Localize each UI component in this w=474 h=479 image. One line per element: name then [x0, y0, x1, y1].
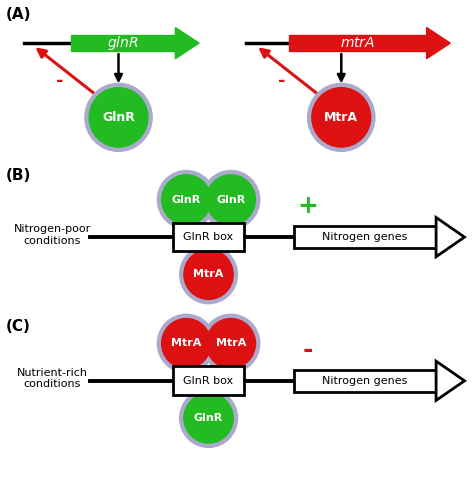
Circle shape — [184, 393, 233, 443]
Polygon shape — [427, 28, 450, 58]
Circle shape — [89, 88, 148, 147]
Bar — [173, 366, 244, 395]
Bar — [173, 223, 244, 251]
Circle shape — [206, 319, 255, 368]
Polygon shape — [436, 361, 465, 400]
Polygon shape — [175, 28, 199, 58]
Bar — [294, 370, 436, 392]
Bar — [294, 226, 436, 248]
Polygon shape — [436, 217, 465, 257]
Text: Nutrient-rich
conditions: Nutrient-rich conditions — [17, 367, 88, 389]
Circle shape — [157, 171, 215, 229]
Text: -: - — [303, 338, 313, 362]
Circle shape — [202, 314, 260, 373]
Circle shape — [180, 245, 237, 304]
Text: Nitrogen genes: Nitrogen genes — [322, 232, 408, 242]
Text: +: + — [298, 194, 319, 218]
Text: GlnR: GlnR — [102, 111, 135, 124]
Text: $\it{mtrA}$: $\it{mtrA}$ — [340, 36, 375, 50]
Circle shape — [202, 171, 260, 229]
Text: -: - — [278, 72, 286, 91]
Circle shape — [157, 314, 215, 373]
Circle shape — [162, 319, 211, 368]
Circle shape — [85, 83, 152, 151]
Text: MtrA: MtrA — [171, 339, 201, 348]
Circle shape — [308, 83, 375, 151]
Circle shape — [206, 175, 255, 225]
Bar — [71, 35, 175, 51]
Circle shape — [162, 175, 211, 225]
Text: (A): (A) — [6, 7, 31, 22]
Text: GlnR: GlnR — [172, 195, 201, 205]
Circle shape — [184, 250, 233, 299]
Text: Nitrogen-poor
conditions: Nitrogen-poor conditions — [14, 224, 91, 246]
Text: MtrA: MtrA — [324, 111, 358, 124]
Text: GlnR box: GlnR box — [183, 232, 234, 242]
Circle shape — [312, 88, 371, 147]
Text: GlnR: GlnR — [216, 195, 246, 205]
Text: (C): (C) — [6, 319, 30, 333]
Text: MtrA: MtrA — [216, 339, 246, 348]
Circle shape — [180, 389, 237, 447]
Text: (B): (B) — [6, 168, 31, 182]
Text: MtrA: MtrA — [193, 270, 224, 279]
Text: GlnR box: GlnR box — [183, 376, 234, 386]
Text: -: - — [55, 72, 63, 91]
Bar — [289, 35, 427, 51]
Text: $\it{glnR}$: $\it{glnR}$ — [107, 34, 139, 52]
Text: GlnR: GlnR — [194, 413, 223, 423]
Text: Nitrogen genes: Nitrogen genes — [322, 376, 408, 386]
